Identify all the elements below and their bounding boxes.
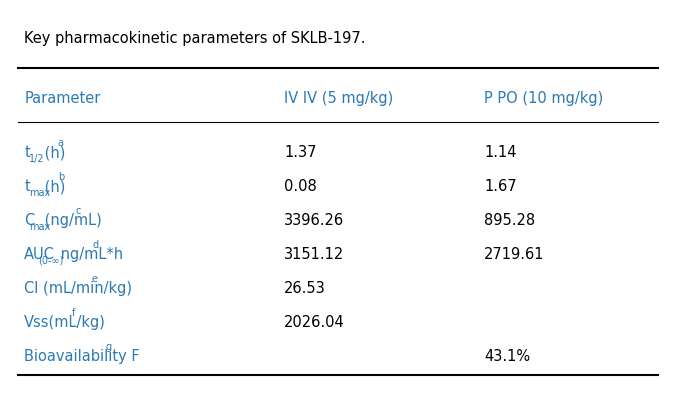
Text: e: e (91, 275, 97, 284)
Text: max: max (29, 188, 50, 198)
Text: Bioavailability F: Bioavailability F (24, 350, 140, 365)
Text: 2026.04: 2026.04 (284, 316, 345, 331)
Text: Cl (mL/min/kg): Cl (mL/min/kg) (24, 281, 132, 296)
Text: AUC: AUC (24, 247, 55, 262)
Text: g: g (106, 342, 112, 352)
Text: t: t (24, 179, 30, 194)
Text: t: t (24, 145, 30, 160)
Text: 43.1%: 43.1% (484, 350, 531, 365)
Text: max: max (29, 222, 50, 232)
Text: 2719.61: 2719.61 (484, 247, 545, 262)
Text: d: d (92, 241, 99, 250)
Text: 1.14: 1.14 (484, 145, 516, 160)
Text: 26.53: 26.53 (284, 281, 326, 296)
Text: 3151.12: 3151.12 (284, 247, 344, 262)
Text: 0.08: 0.08 (284, 179, 317, 194)
Text: (h): (h) (40, 179, 65, 194)
Text: f: f (72, 308, 76, 318)
Text: Parameter: Parameter (24, 91, 101, 106)
Text: 1/2: 1/2 (29, 154, 45, 164)
Text: Key pharmacokinetic parameters of SKLB-197.: Key pharmacokinetic parameters of SKLB-1… (24, 31, 366, 46)
Text: b: b (58, 172, 64, 182)
Text: ng/mL*h: ng/mL*h (56, 247, 123, 262)
Text: 1.67: 1.67 (484, 179, 517, 194)
Text: 1.37: 1.37 (284, 145, 317, 160)
Text: (ng/mL): (ng/mL) (40, 213, 101, 228)
Text: c: c (76, 207, 81, 216)
Text: (h): (h) (40, 145, 65, 160)
Text: 3396.26: 3396.26 (284, 213, 344, 228)
Text: C: C (24, 213, 34, 228)
Text: Vss(mL/kg): Vss(mL/kg) (24, 316, 106, 331)
Text: a: a (58, 138, 63, 149)
Text: 895.28: 895.28 (484, 213, 535, 228)
Text: IV IV (5 mg/kg): IV IV (5 mg/kg) (284, 91, 394, 106)
Text: P PO (10 mg/kg): P PO (10 mg/kg) (484, 91, 603, 106)
Text: (0-∞): (0-∞) (38, 256, 64, 266)
